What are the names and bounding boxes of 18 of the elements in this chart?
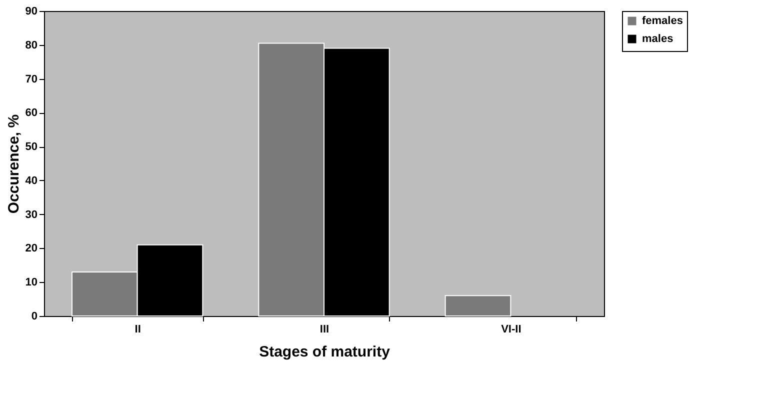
y-tick-label: 30: [25, 208, 38, 221]
y-tick-label: 0: [31, 310, 38, 322]
y-tick-label: 90: [25, 6, 38, 18]
y-axis-title: Occurence, %: [5, 114, 22, 214]
y-tick-label: 80: [25, 39, 38, 52]
x-tick-label: III: [320, 324, 330, 336]
x-axis-title: Stages of maturity: [259, 344, 391, 360]
y-tick-label: 50: [25, 141, 38, 154]
y-tick-label: 20: [25, 242, 38, 255]
y-tick-label: 70: [25, 73, 38, 86]
y-tick-label: 60: [25, 107, 38, 120]
legend-label: females: [642, 15, 683, 27]
bar: [444, 295, 512, 316]
y-tick-label: 40: [25, 174, 38, 187]
legend-label: males: [642, 33, 674, 45]
x-tick-label: II: [134, 324, 141, 336]
y-tick-label: 10: [25, 276, 38, 289]
x-tick-label: VI-II: [501, 324, 522, 336]
